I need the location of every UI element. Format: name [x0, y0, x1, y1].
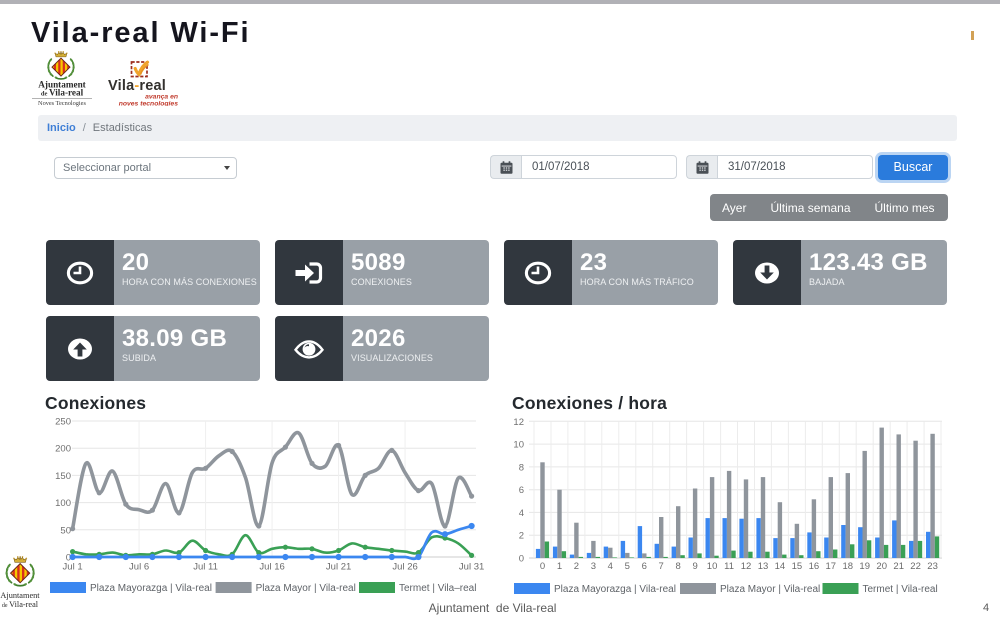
svg-text:Jul 21: Jul 21 — [326, 562, 351, 573]
svg-text:2: 2 — [519, 531, 524, 542]
svg-text:avança en: avança en — [145, 94, 178, 101]
svg-text:Vila-real: Vila-real — [108, 78, 166, 94]
svg-text:Noves Tecnologies: Noves Tecnologies — [38, 100, 86, 107]
svg-text:12: 12 — [513, 417, 524, 428]
svg-text:21: 21 — [893, 561, 904, 572]
svg-text:1: 1 — [557, 561, 562, 572]
svg-text:19: 19 — [859, 561, 870, 572]
svg-text:250: 250 — [55, 417, 71, 428]
svg-text:Jul 16: Jul 16 — [259, 562, 284, 573]
svg-text:4: 4 — [519, 508, 524, 519]
svg-text:0: 0 — [519, 554, 524, 565]
svg-text:50: 50 — [60, 525, 71, 536]
svg-text:Jul 11: Jul 11 — [193, 562, 218, 573]
svg-text:5: 5 — [625, 561, 630, 572]
svg-text:8: 8 — [519, 462, 524, 473]
svg-text:Ajuntament: Ajuntament — [0, 591, 40, 600]
svg-text:100: 100 — [55, 498, 71, 509]
svg-text:0: 0 — [66, 553, 71, 564]
svg-text:11: 11 — [724, 561, 734, 572]
svg-text:22: 22 — [910, 561, 921, 572]
svg-text:16: 16 — [809, 561, 820, 572]
svg-text:Plaza Mayorazga | Vila-real: Plaza Mayorazga | Vila-real — [90, 583, 212, 594]
svg-text:Termet | Vila-real: Termet | Vila-real — [863, 584, 938, 595]
svg-text:4: 4 — [608, 561, 613, 572]
svg-text:Plaza Mayorazga | Vila-real: Plaza Mayorazga | Vila-real — [554, 584, 676, 595]
svg-text:18: 18 — [843, 561, 854, 572]
svg-text:14: 14 — [775, 561, 786, 572]
svg-text:Jul 26: Jul 26 — [392, 562, 417, 573]
svg-text:Termet | Vila–real: Termet | Vila–real — [399, 583, 476, 594]
svg-text:15: 15 — [792, 561, 803, 572]
svg-text:de Vila-real: de Vila-real — [41, 88, 84, 98]
svg-text:Jul 6: Jul 6 — [129, 562, 149, 573]
svg-text:de Vila-real: de Vila-real — [2, 600, 39, 609]
svg-text:20: 20 — [876, 561, 887, 572]
svg-text:8: 8 — [676, 561, 681, 572]
svg-text:10: 10 — [707, 561, 718, 572]
svg-text:Plaza Mayor | Vila-real: Plaza Mayor | Vila-real — [256, 583, 356, 594]
svg-text:200: 200 — [55, 444, 71, 455]
svg-text:noves tecnologies: noves tecnologies — [119, 101, 179, 107]
svg-text:13: 13 — [758, 561, 769, 572]
svg-text:6: 6 — [519, 485, 524, 496]
svg-text:2: 2 — [574, 561, 579, 572]
svg-text:Jul 31: Jul 31 — [459, 562, 484, 573]
svg-text:7: 7 — [659, 561, 664, 572]
svg-text:9: 9 — [692, 561, 697, 572]
svg-text:3: 3 — [591, 561, 596, 572]
svg-text:23: 23 — [927, 561, 938, 572]
svg-text:Plaza Mayor | Vila-real: Plaza Mayor | Vila-real — [720, 584, 820, 595]
svg-text:6: 6 — [642, 561, 647, 572]
svg-text:0: 0 — [540, 561, 545, 572]
svg-text:10: 10 — [513, 440, 524, 451]
svg-text:17: 17 — [826, 561, 837, 572]
svg-text:12: 12 — [741, 561, 752, 572]
svg-text:150: 150 — [55, 471, 71, 482]
svg-text:Ajuntament: Ajuntament — [38, 80, 86, 90]
svg-text:Jul 1: Jul 1 — [63, 562, 83, 573]
